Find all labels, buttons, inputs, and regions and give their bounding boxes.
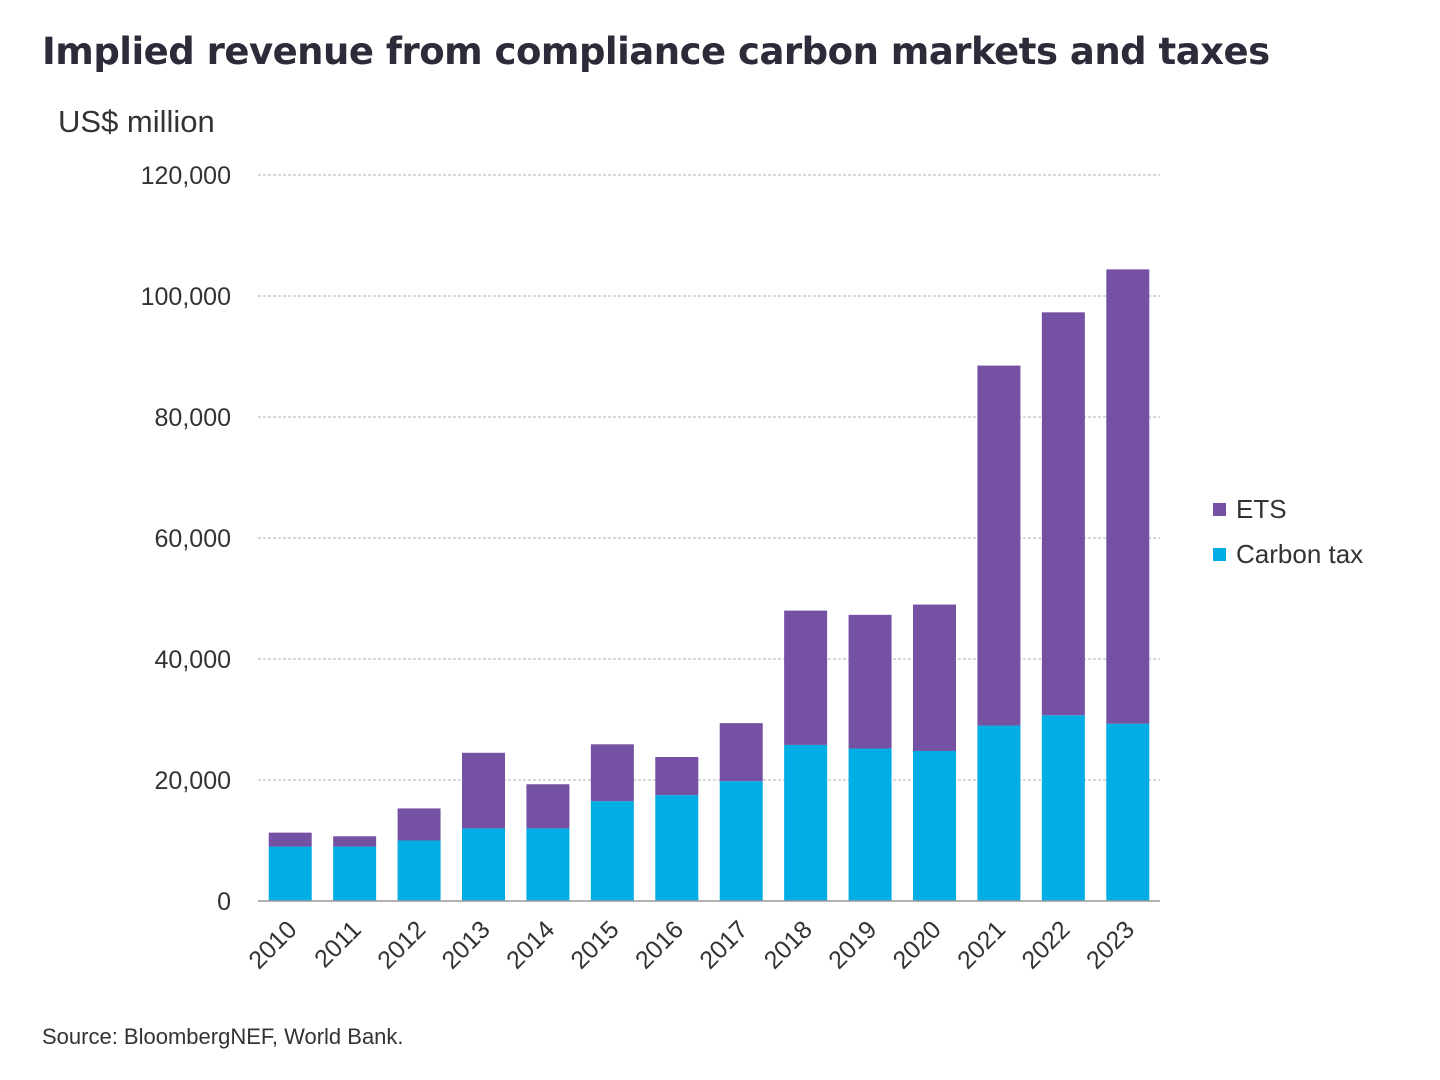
chart-title: Implied revenue from compliance carbon m… — [42, 30, 1270, 73]
x-tick-label: 2013 — [437, 915, 496, 974]
legend-label-ets: ETS — [1236, 493, 1287, 524]
bar-ets-2016 — [655, 757, 699, 796]
y-tick-label: 60,000 — [155, 525, 231, 553]
bar-carbon-tax-2016 — [655, 795, 699, 901]
bar-ets-2020 — [913, 604, 956, 751]
bar-carbon-tax-2017 — [719, 781, 763, 901]
y-tick-label: 40,000 — [155, 646, 231, 674]
legend: ETS Carbon tax — [1213, 493, 1363, 583]
bar-ets-2015 — [590, 744, 634, 802]
x-tick-label: 2018 — [759, 915, 818, 974]
bar-carbon-tax-2014 — [526, 828, 570, 901]
y-tick-label: 100,000 — [141, 283, 231, 311]
legend-item-ets: ETS — [1213, 493, 1363, 525]
x-tick-label: 2014 — [501, 915, 560, 974]
bar-carbon-tax-2023 — [1106, 723, 1150, 901]
bars — [268, 269, 1150, 901]
y-tick-label: 20,000 — [155, 767, 231, 795]
bar-carbon-tax-2022 — [1041, 715, 1085, 901]
bar-carbon-tax-2013 — [462, 828, 505, 901]
source-note: Source: BloombergNEF, World Bank. — [42, 1024, 404, 1049]
bar-ets-2019 — [848, 614, 892, 749]
y-tick-labels: 0 20,000 40,000 60,000 80,000 100,000 120,000 — [141, 162, 231, 916]
bar-carbon-tax-2015 — [590, 801, 634, 901]
bar-carbon-tax-2021 — [977, 725, 1021, 901]
legend-item-carbon-tax: Carbon tax — [1213, 538, 1363, 570]
x-tick-label: 2019 — [823, 915, 882, 974]
legend-label-carbon-tax: Carbon tax — [1236, 538, 1364, 569]
bar-carbon-tax-2018 — [784, 744, 828, 901]
x-tick-label: 2015 — [565, 915, 624, 974]
bar-ets-2018 — [784, 610, 828, 745]
bar-carbon-tax-2011 — [333, 846, 377, 901]
bar-ets-2014 — [526, 784, 570, 829]
x-tick-label: 2012 — [372, 915, 431, 974]
bar-ets-2022 — [1041, 312, 1085, 716]
legend-swatch-ets — [1213, 502, 1226, 516]
bar-ets-2021 — [977, 365, 1021, 726]
bar-carbon-tax-2019 — [848, 748, 892, 901]
x-tick-label: 2016 — [630, 915, 689, 974]
x-tick-label: 2023 — [1081, 915, 1140, 974]
x-tick-labels: 2010 2011 2012 2013 2014 2015 2016 2017 2018 2019… — [243, 915, 1140, 974]
x-tick-label: 2017 — [694, 915, 753, 974]
bar-ets-2017 — [719, 723, 763, 782]
y-tick-label: 80,000 — [155, 404, 231, 432]
y-axis-label: US$ million — [58, 104, 215, 139]
bar-ets-2011 — [333, 836, 377, 847]
y-tick-label: 0 — [217, 888, 231, 916]
bar-ets-2012 — [397, 808, 441, 841]
bar-carbon-tax-2010 — [268, 846, 312, 901]
x-tick-label: 2021 — [952, 915, 1011, 974]
gridlines — [258, 174, 1160, 781]
y-tick-label: 120,000 — [141, 162, 231, 190]
bar-ets-2010 — [268, 832, 312, 847]
bar-ets-2013 — [462, 752, 505, 829]
bar-carbon-tax-2012 — [397, 840, 441, 901]
legend-swatch-carbon-tax — [1213, 547, 1226, 561]
x-tick-label: 2010 — [243, 915, 302, 974]
bar-carbon-tax-2020 — [913, 750, 956, 901]
x-tick-label: 2020 — [888, 915, 947, 974]
x-tick-label: 2022 — [1016, 915, 1075, 974]
x-tick-label: 2011 — [309, 915, 367, 973]
bar-ets-2023 — [1106, 269, 1150, 724]
